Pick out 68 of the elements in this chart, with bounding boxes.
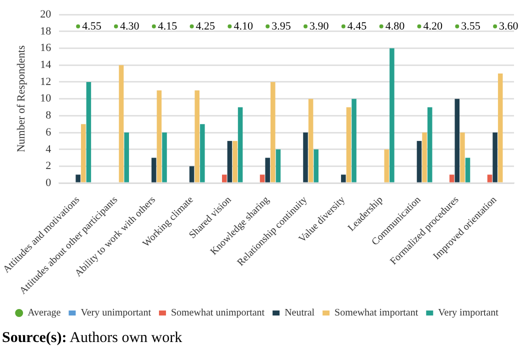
bar — [194, 90, 200, 182]
bar — [422, 132, 427, 182]
bar — [270, 82, 276, 182]
bar — [238, 107, 243, 182]
annotation: 4.30 — [120, 20, 140, 32]
source-note: Source(s): Authors own work — [1, 329, 184, 348]
y-tick-label: 14 — [40, 59, 52, 72]
y-tick-label: 20 — [40, 8, 52, 20]
annotation: 4.80 — [385, 20, 406, 32]
legend-label: Neutral — [284, 308, 315, 319]
bar — [390, 48, 394, 182]
y-tick-label: 8 — [46, 110, 52, 122]
bar — [189, 166, 194, 182]
y-tick-label: 10 — [40, 92, 52, 105]
y-tick-label: 18 — [40, 25, 52, 38]
bar — [341, 174, 346, 182]
bar — [308, 98, 314, 182]
bar — [449, 174, 454, 182]
bar — [276, 149, 281, 182]
bar — [76, 174, 80, 182]
bar — [314, 149, 319, 182]
y-tick-label: 6 — [46, 126, 52, 138]
annotation: 4.10 — [234, 20, 254, 32]
bar — [416, 140, 422, 182]
bar — [232, 140, 238, 182]
bar — [162, 132, 167, 182]
bar — [346, 107, 352, 182]
bar — [151, 158, 156, 182]
legend-label: Very unimportant — [80, 308, 152, 319]
bar — [427, 107, 432, 182]
bar — [86, 82, 92, 182]
annotation: 4.55 — [82, 20, 102, 32]
annotation: 4.15 — [158, 20, 178, 32]
bar — [118, 65, 124, 182]
legend-label: Average — [28, 308, 62, 319]
bar — [227, 140, 232, 182]
bar — [384, 149, 390, 182]
bar — [492, 132, 498, 182]
y-axis-title: Number of Respondents — [15, 45, 28, 152]
bar — [80, 124, 86, 182]
legend-label: Somewhat unimportant — [170, 308, 265, 319]
bar — [222, 174, 227, 182]
legend-label: Somewhat important — [334, 308, 418, 319]
y-tick-label: 2 — [46, 160, 52, 172]
annotation: 3.55 — [461, 20, 481, 32]
bar — [465, 158, 470, 182]
y-tick-label: 0 — [46, 176, 52, 189]
bar — [124, 132, 129, 182]
annotation: 4.20 — [423, 20, 443, 32]
annotation: 4.45 — [347, 20, 368, 32]
bar — [200, 124, 205, 182]
annotation: 3.90 — [310, 20, 330, 32]
bar — [156, 90, 162, 182]
annotation: 3.95 — [272, 20, 292, 32]
y-tick-label: 16 — [40, 42, 52, 54]
bar — [303, 132, 308, 182]
bar — [260, 174, 265, 182]
y-tick-label: 4 — [46, 143, 52, 156]
bar — [454, 98, 460, 182]
legend-label: Very important — [438, 308, 499, 319]
annotation: 3.60 — [499, 20, 519, 32]
bar — [498, 74, 503, 182]
bar — [352, 98, 356, 182]
bar — [460, 132, 465, 182]
y-tick-label: 12 — [40, 76, 52, 88]
bar — [487, 174, 492, 182]
bar — [265, 158, 270, 182]
annotation: 4.25 — [196, 20, 216, 32]
